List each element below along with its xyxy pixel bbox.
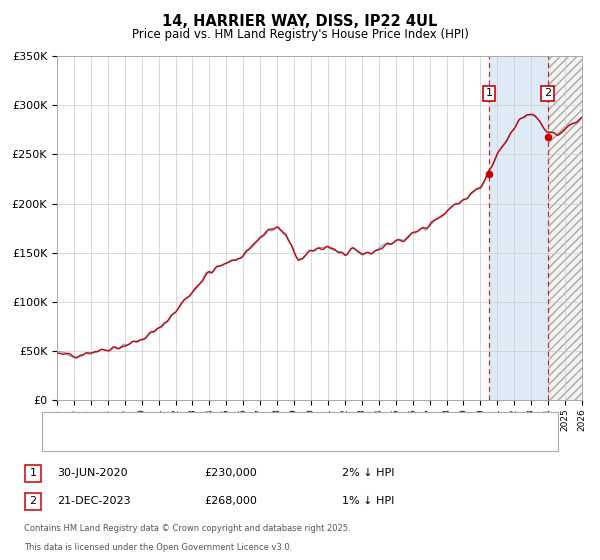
- Bar: [489, 56, 548, 400]
- Text: 2: 2: [544, 88, 551, 99]
- Text: 2: 2: [29, 496, 37, 506]
- Text: 14, HARRIER WAY, DISS, IP22 4UL (semi-detached house): 14, HARRIER WAY, DISS, IP22 4UL (semi-de…: [90, 418, 388, 428]
- Text: 2% ↓ HPI: 2% ↓ HPI: [342, 468, 395, 478]
- Text: 1: 1: [485, 88, 493, 99]
- Text: 1: 1: [29, 468, 37, 478]
- Text: 30-JUN-2020: 30-JUN-2020: [57, 468, 128, 478]
- Text: £230,000: £230,000: [204, 468, 257, 478]
- Text: 14, HARRIER WAY, DISS, IP22 4UL: 14, HARRIER WAY, DISS, IP22 4UL: [163, 14, 437, 29]
- Text: 1% ↓ HPI: 1% ↓ HPI: [342, 496, 394, 506]
- Text: Contains HM Land Registry data © Crown copyright and database right 2025.: Contains HM Land Registry data © Crown c…: [24, 524, 350, 533]
- Bar: [548, 56, 582, 400]
- Text: HPI: Average price, semi-detached house, South Norfolk: HPI: Average price, semi-detached house,…: [90, 435, 383, 445]
- Text: This data is licensed under the Open Government Licence v3.0.: This data is licensed under the Open Gov…: [24, 543, 292, 552]
- Bar: [548, 56, 582, 400]
- Text: 21-DEC-2023: 21-DEC-2023: [57, 496, 131, 506]
- Text: £268,000: £268,000: [204, 496, 257, 506]
- Text: Price paid vs. HM Land Registry's House Price Index (HPI): Price paid vs. HM Land Registry's House …: [131, 28, 469, 41]
